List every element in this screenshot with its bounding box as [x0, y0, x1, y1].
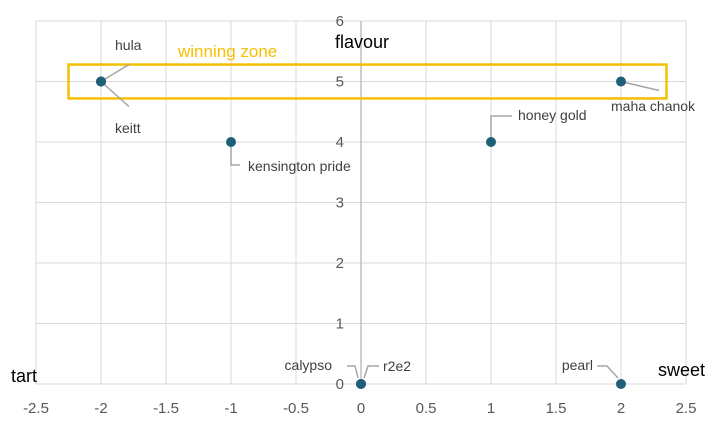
data-point	[616, 379, 626, 389]
data-point	[96, 76, 106, 87]
y-axis-top-annotation: flavour	[335, 32, 389, 52]
x-tick-label: -2.5	[23, 400, 49, 417]
y-tick-label: 5	[336, 74, 344, 91]
y-tick-label: 1	[336, 316, 344, 333]
winning-zone: winning zone	[67, 42, 668, 100]
x-tick-label: -2	[94, 400, 107, 417]
data-point	[356, 379, 366, 389]
winning-zone-label: winning zone	[177, 42, 277, 61]
winning-zone-box	[67, 63, 668, 100]
x-axis-left-annotation: tart	[11, 366, 37, 386]
x-tick-labels: -2.5 -2 -1.5 -1 -0.5 0 0.5 1 1.5 2 2.5	[23, 400, 696, 417]
point-label: r2e2	[383, 358, 411, 374]
x-tick-label: 0	[357, 400, 365, 417]
data-point	[486, 137, 496, 147]
leader-line	[347, 365, 359, 379]
x-tick-label: -1	[224, 400, 237, 417]
leader-line	[100, 63, 130, 83]
label-leader-lines	[100, 63, 660, 379]
x-axis-right-annotation: sweet	[658, 360, 705, 380]
leader-line	[620, 80, 660, 92]
leader-line	[230, 147, 240, 166]
y-tick-label: 0	[336, 376, 344, 393]
x-tick-label: 2.5	[676, 400, 697, 417]
x-tick-label: -1.5	[153, 400, 179, 417]
y-tick-label: 4	[336, 134, 344, 151]
point-label: honey gold	[518, 107, 587, 123]
data-points	[96, 76, 626, 389]
x-tick-label: 0.5	[416, 400, 437, 417]
point-labels: hula keitt kensington pride honey gold maha …	[115, 37, 696, 374]
y-tick-label: 6	[336, 13, 344, 30]
point-label: calypso	[285, 357, 333, 373]
y-tick-label: 3	[336, 195, 344, 212]
point-label: maha chanok	[611, 98, 696, 114]
point-label: hula	[115, 37, 142, 53]
x-tick-label: 1.5	[546, 400, 567, 417]
point-label: kensington pride	[248, 158, 351, 174]
y-tick-labels: 0 1 2 3 4 5 6	[336, 13, 344, 393]
x-tick-label: 1	[487, 400, 495, 417]
leader-line	[363, 365, 379, 379]
data-point	[226, 137, 236, 147]
x-tick-label: 2	[617, 400, 625, 417]
leader-line	[490, 115, 512, 137]
leader-line	[597, 365, 619, 379]
point-label: keitt	[115, 120, 141, 136]
x-tick-label: -0.5	[283, 400, 309, 417]
y-tick-label: 2	[336, 255, 344, 272]
data-point	[616, 76, 626, 87]
point-label: pearl	[562, 357, 593, 373]
leader-line	[100, 80, 130, 108]
